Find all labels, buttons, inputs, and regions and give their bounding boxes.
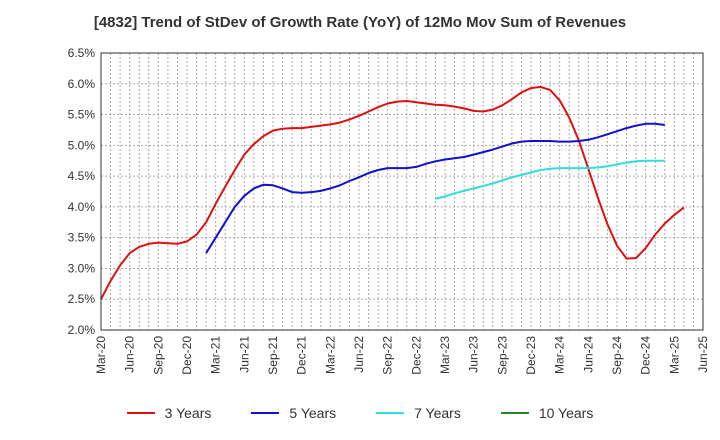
x-tick-label: Dec-22 <box>409 336 423 375</box>
y-tick-label: 3.0% <box>68 261 96 275</box>
x-tick-label: Mar-25 <box>667 336 681 374</box>
legend-swatch-7-years <box>376 412 405 414</box>
x-tick-label: Jun-25 <box>696 336 710 373</box>
x-tick-label: Dec-21 <box>295 336 309 375</box>
legend-label-10-years: 10 Years <box>538 405 594 421</box>
x-tick-label: Mar-23 <box>438 336 452 374</box>
y-tick-label: 4.5% <box>68 169 96 183</box>
x-tick-label: Jun-21 <box>237 336 251 373</box>
legend-item-7-years: 7 Years <box>376 405 461 421</box>
y-tick-label: 5.5% <box>68 108 96 122</box>
series-lines <box>100 85 685 300</box>
x-tick-label: Sep-23 <box>495 336 509 375</box>
legend-item-10-years: 10 Years <box>500 405 594 421</box>
x-tick-label: Jun-20 <box>123 336 137 373</box>
x-tick-label: Jun-23 <box>467 336 481 373</box>
series-line-3-years <box>100 85 685 300</box>
x-tick-label: Mar-22 <box>323 336 337 374</box>
x-tick-label: Mar-20 <box>94 336 108 374</box>
x-tick-label: Jun-24 <box>581 336 595 373</box>
x-tick-label: Dec-24 <box>639 336 653 375</box>
legend-swatch-3-years <box>126 412 155 414</box>
chart-title: [4832] Trend of StDev of Growth Rate (Yo… <box>93 14 627 31</box>
legend-item-3-years: 3 Years <box>126 405 212 421</box>
y-tick-label: 2.5% <box>68 292 96 306</box>
y-tick-label: 5.0% <box>68 138 96 152</box>
x-tick-label: Dec-23 <box>524 336 538 375</box>
x-tick-label: Mar-24 <box>553 336 567 374</box>
y-tick-label: 4.0% <box>68 200 96 214</box>
y-tick-label: 3.5% <box>68 231 96 245</box>
x-tick-label: Sep-24 <box>610 336 624 375</box>
legend-swatch-5-years <box>251 412 280 414</box>
plot-frame <box>100 52 704 331</box>
legend-label-3-years: 3 Years <box>164 405 212 421</box>
x-tick-label: Jun-22 <box>352 336 366 373</box>
x-tick-label: Mar-21 <box>209 336 223 374</box>
plot-background <box>101 53 703 330</box>
y-tick-label: 2.0% <box>68 323 96 337</box>
legend-label-7-years: 7 Years <box>414 405 461 421</box>
x-tick-label: Sep-20 <box>151 336 165 375</box>
legend-swatch-10-years <box>500 412 529 414</box>
x-tick-label: Sep-22 <box>381 336 395 375</box>
legend-item-5-years: 5 Years <box>251 405 336 421</box>
x-tick-label: Dec-20 <box>180 336 194 375</box>
y-tick-label: 6.5% <box>68 46 96 60</box>
x-axis-ticks: Mar-20 Jun-20 Sep-20 Dec-20 Mar-21 Jun-21 Sep-… <box>94 336 710 375</box>
series-line-7-years <box>435 159 665 200</box>
legend-label-5-years: 5 Years <box>289 405 337 421</box>
y-tick-label: 6.0% <box>68 77 96 91</box>
y-axis-ticks: 2.0% 2.5% 3.0% 3.5% 4.0% 4.5% 5.0% 5.5% 6.0% 6.5% <box>68 46 96 337</box>
legend: 3 Years 5 Years 7 Years 10 Years <box>0 405 720 421</box>
series-line-5-years <box>205 122 665 254</box>
x-tick-label: Sep-21 <box>266 336 280 375</box>
